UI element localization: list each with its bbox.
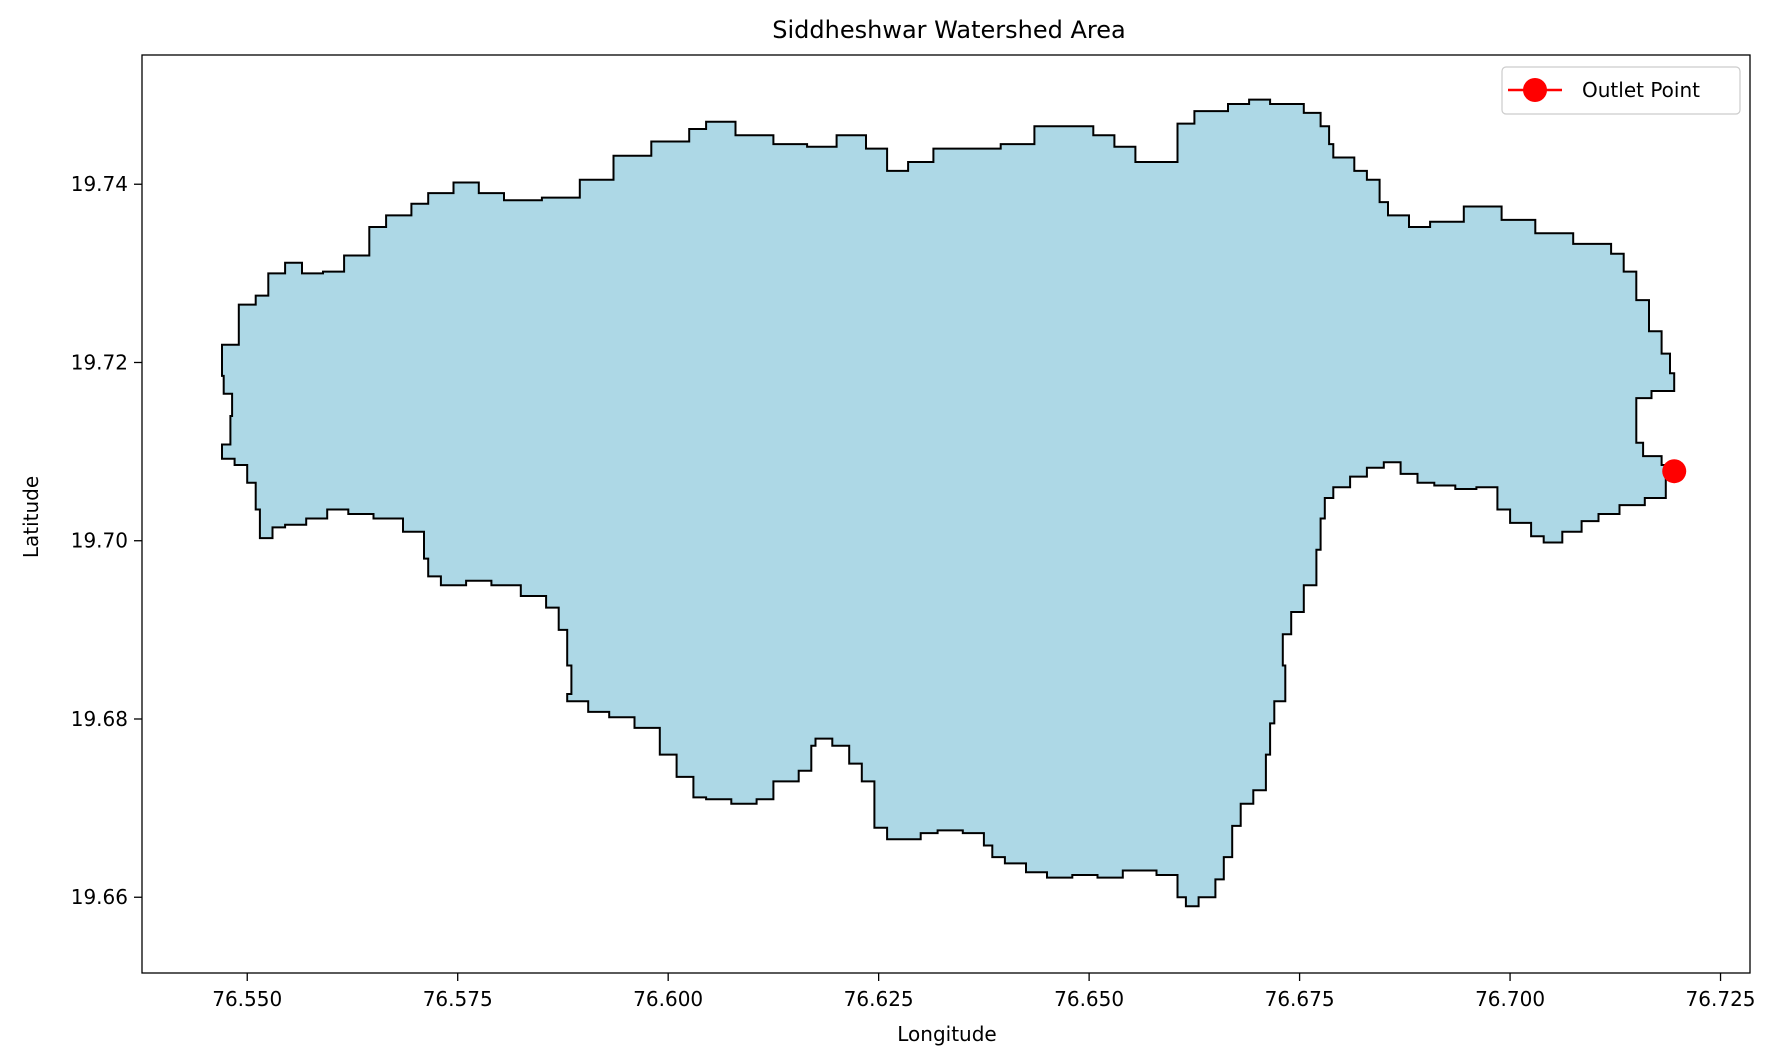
- legend-marker-swatch: [1523, 78, 1547, 102]
- legend-label-outlet-point: Outlet Point: [1582, 78, 1700, 102]
- outlet-point-marker: [1662, 459, 1687, 484]
- y-tick-label: 19.74: [71, 172, 128, 196]
- y-axis-ticks: 19.66 19.68 19.70 19.72 19.74: [71, 172, 142, 909]
- y-tick-label: 19.68: [71, 707, 128, 731]
- plot-area: [141, 54, 1751, 974]
- outlet-point-marker-group: [1662, 459, 1687, 484]
- legend-box: [1501, 66, 1741, 115]
- y-tick-label: 19.72: [71, 350, 128, 374]
- axes-frame: [141, 54, 1751, 974]
- x-axis-label: Longitude: [897, 1022, 996, 1046]
- x-axis-ticks: 76.550 76.575 76.600 76.625 76.650 76.675 76.7…: [212, 973, 1756, 1011]
- x-tick-label: 76.550: [212, 987, 282, 1011]
- y-axis-label: Latitude: [19, 476, 43, 558]
- x-tick-label: 76.650: [1054, 987, 1124, 1011]
- y-tick-label: 19.66: [71, 885, 128, 909]
- x-tick-label: 76.725: [1686, 987, 1756, 1011]
- chart-title: Siddheshwar Watershed Area: [772, 16, 1125, 44]
- x-tick-label: 76.700: [1475, 987, 1545, 1011]
- legend: Outlet Point: [1501, 66, 1741, 115]
- y-tick-label: 19.70: [71, 529, 128, 553]
- x-tick-label: 76.600: [633, 987, 703, 1011]
- x-tick-label: 76.625: [844, 987, 914, 1011]
- x-tick-label: 76.575: [423, 987, 493, 1011]
- x-tick-label: 76.675: [1265, 987, 1335, 1011]
- watershed-polygon: [221, 98, 1676, 908]
